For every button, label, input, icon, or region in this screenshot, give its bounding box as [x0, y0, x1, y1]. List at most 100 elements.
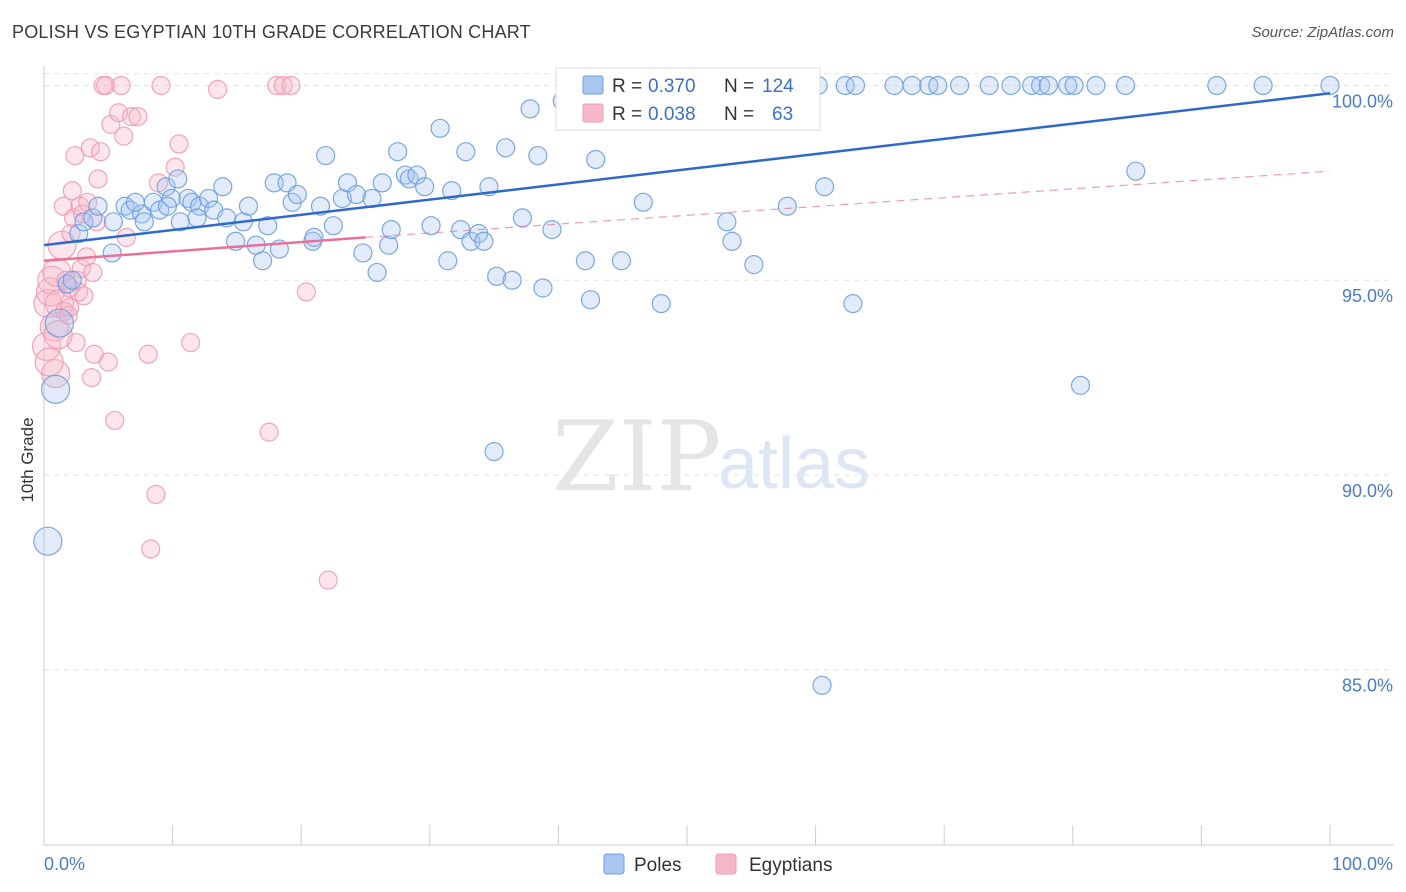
data-point [487, 266, 507, 286]
data-point [1031, 75, 1051, 96]
trend-line-poles [43, 92, 1331, 247]
watermark-atlas: atlas [718, 424, 870, 504]
chart-title: POLISH VS EGYPTIAN 10TH GRADE CORRELATIO… [12, 22, 531, 42]
data-point [484, 442, 504, 462]
data-point [199, 188, 219, 209]
data-point [777, 196, 797, 216]
data-point [141, 539, 161, 559]
data-point [151, 75, 171, 96]
y-tick-label: 90.0% [1342, 481, 1393, 501]
data-point [44, 308, 75, 338]
data-point [902, 75, 922, 96]
data-point [1115, 75, 1136, 96]
data-point [81, 368, 102, 388]
data-point [62, 270, 82, 290]
trend-line-egyptians [43, 236, 366, 262]
data-point [69, 223, 89, 244]
data-point [1058, 75, 1078, 96]
y-axis-label: 10th Grade [18, 417, 37, 502]
data-point [1038, 75, 1058, 96]
data-point [34, 347, 64, 377]
legend-n-label-poles: N = [724, 76, 754, 97]
data-point [474, 231, 494, 251]
data-point [812, 675, 832, 695]
data-point [310, 196, 331, 216]
data-point [353, 243, 373, 263]
data-point [1126, 161, 1146, 181]
data-point [744, 255, 764, 275]
data-point [103, 212, 124, 232]
data-point [83, 208, 103, 228]
legend-box: R = 0.370 N = 124 R = 0.038 N = 63 [555, 67, 821, 131]
data-point [456, 142, 476, 162]
data-point [332, 188, 352, 209]
data-point [259, 422, 279, 442]
data-point [90, 142, 111, 162]
data-point [33, 526, 63, 556]
data-point [208, 79, 228, 99]
legend-n-value-poles: 124 [762, 76, 794, 97]
data-point [381, 219, 401, 240]
x-tick-labels: 0.0% 100.0% [44, 854, 1393, 874]
data-point [96, 75, 116, 96]
data-point [35, 277, 66, 307]
legend-swatch-poles [582, 75, 604, 95]
data-point [88, 169, 108, 189]
data-point [438, 251, 458, 271]
data-point [407, 165, 427, 185]
legend-r-value-egyptians: 0.038 [648, 104, 696, 125]
series-egyptians [31, 75, 338, 590]
data-point [421, 216, 441, 236]
data-point [88, 196, 108, 216]
grid-lines [44, 73, 1394, 671]
data-point [296, 282, 316, 302]
data-point [128, 107, 148, 127]
data-point [542, 219, 562, 240]
data-point [65, 145, 85, 166]
data-point [316, 145, 336, 166]
data-point [520, 99, 540, 119]
data-point [496, 138, 516, 158]
trend-lines [43, 92, 1331, 262]
data-point [181, 332, 201, 353]
data-point [1070, 375, 1091, 395]
data-point [586, 149, 606, 170]
data-point [1086, 75, 1106, 96]
data-point [372, 173, 392, 193]
data-point [1001, 75, 1021, 96]
bottom-legend-label-poles: Poles [634, 855, 682, 876]
legend-n-value-egyptians: 63 [772, 104, 793, 125]
data-point [379, 235, 399, 255]
data-point [346, 184, 367, 205]
trend-line-egyptians-extension [365, 170, 1331, 238]
data-point [388, 142, 408, 162]
data-point [108, 103, 129, 123]
data-point [1064, 75, 1084, 96]
data-point [146, 484, 166, 505]
legend-swatch-egyptians [582, 103, 604, 123]
data-point [101, 114, 121, 135]
data-point [157, 196, 178, 216]
data-point [121, 107, 142, 127]
y-tick-labels: 85.0% 90.0% 95.0% 100.0% [1332, 91, 1393, 695]
data-point [415, 177, 435, 197]
data-point [1207, 75, 1227, 96]
data-point [323, 216, 343, 236]
data-point [102, 243, 122, 263]
data-point [138, 344, 158, 364]
data-point [979, 75, 999, 96]
axes [43, 66, 1394, 846]
data-point [213, 177, 233, 197]
data-point [1253, 75, 1273, 96]
bottom-legend-swatch-poles [603, 853, 625, 875]
data-point [114, 126, 134, 146]
data-point [580, 290, 601, 310]
data-point [125, 192, 145, 212]
data-point [287, 184, 307, 205]
data-point [512, 208, 532, 228]
data-point [367, 262, 387, 283]
data-point [502, 270, 522, 290]
data-point [717, 212, 737, 232]
data-point [950, 75, 970, 96]
